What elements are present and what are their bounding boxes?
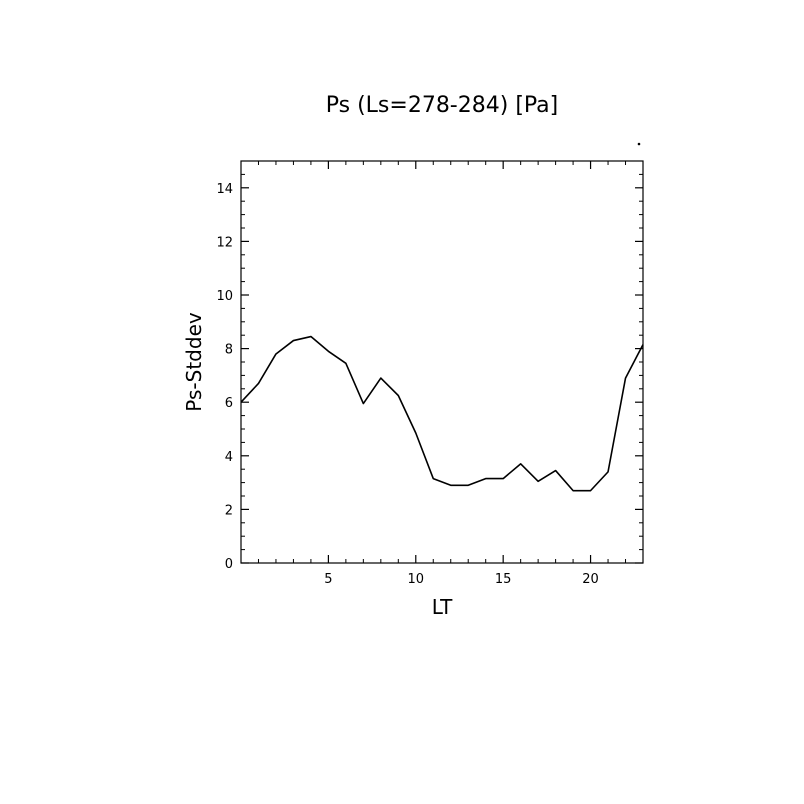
corner-dot-mark (637, 142, 641, 146)
y-tick-label: 6 (225, 396, 233, 411)
minor-ticks (240, 160, 644, 563)
series-line (240, 335, 644, 492)
plot-frame (240, 160, 644, 564)
y-tick-label: 14 (216, 182, 233, 197)
x-tick-label: 10 (408, 572, 425, 587)
y-tick-label: 4 (225, 450, 233, 465)
y-tick-label: 8 (225, 343, 233, 358)
x-tick-label: 5 (324, 572, 332, 587)
y-tick-label: 2 (225, 503, 233, 518)
x-axis-label: LT (432, 595, 453, 619)
y-tick-label: 12 (216, 235, 233, 250)
y-tick-label: 0 (225, 557, 233, 572)
x-tick-label: 15 (495, 572, 512, 587)
major-ticks (241, 161, 643, 564)
y-tick-labels: 0 2 4 6 8 10 12 14 (216, 182, 233, 572)
y-tick-label: 10 (216, 289, 233, 304)
y-axis-label: Ps-Stddev (182, 312, 206, 412)
x-tick-labels: 5 10 15 20 (324, 572, 599, 587)
chart-title: Ps (Ls=278-284) [Pa] (326, 93, 559, 118)
x-tick-label: 20 (582, 572, 599, 587)
